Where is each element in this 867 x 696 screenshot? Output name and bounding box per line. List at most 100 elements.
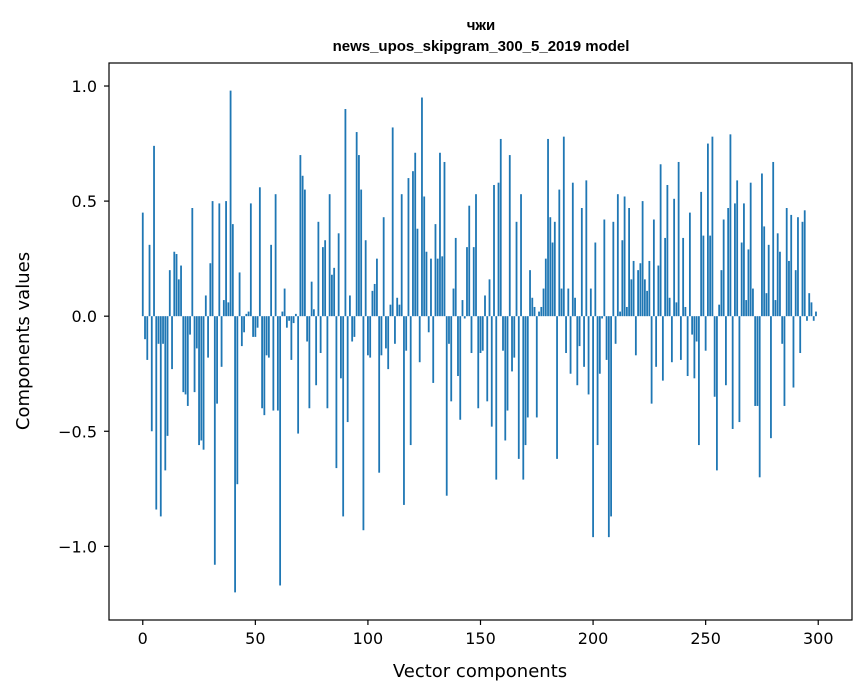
bar-component-134 <box>443 161 446 317</box>
bar-component-255 <box>716 316 718 471</box>
bar-component-281 <box>774 300 777 317</box>
bar-component-272 <box>754 316 757 406</box>
bar-component-286 <box>785 208 788 317</box>
bar-component-131 <box>436 258 439 317</box>
bar-component-57 <box>270 244 273 317</box>
bar-component-234 <box>668 297 671 317</box>
bar-component-1 <box>144 316 146 340</box>
bar-component-178 <box>542 288 545 317</box>
bar-component-148 <box>475 194 477 317</box>
bar-component-128 <box>430 258 432 317</box>
bar-component-9 <box>162 316 164 344</box>
bar-component-156 <box>493 184 495 317</box>
bar-component-287 <box>788 260 790 317</box>
bar-component-294 <box>803 210 806 317</box>
bar-component-26 <box>200 316 203 441</box>
bar-component-143 <box>463 316 466 319</box>
bar-component-122 <box>416 228 419 317</box>
bar-component-69 <box>297 316 300 434</box>
bar-component-225 <box>648 260 651 317</box>
x-tick-label: 100 <box>353 629 384 648</box>
bar-component-289 <box>792 316 795 388</box>
bar-component-167 <box>517 316 520 459</box>
bar-component-151 <box>481 316 484 351</box>
bar-component-104 <box>376 258 378 317</box>
bar-component-136 <box>448 316 450 344</box>
bar-component-152 <box>484 295 486 317</box>
bar-component-231 <box>661 316 664 381</box>
bar-component-191 <box>571 182 574 317</box>
bar-component-197 <box>585 180 588 317</box>
bar-component-115 <box>400 194 403 317</box>
bar-component-256 <box>718 304 721 317</box>
bar-component-123 <box>418 316 421 363</box>
bar-component-283 <box>779 251 781 317</box>
bar-component-107 <box>382 217 385 317</box>
bar-component-260 <box>727 208 730 317</box>
bar-component-292 <box>799 316 802 354</box>
bar-component-90 <box>344 109 347 317</box>
bar-component-72 <box>303 189 306 317</box>
bar-component-44 <box>240 316 243 347</box>
bar-component-40 <box>231 224 234 317</box>
bar-component-200 <box>592 316 594 538</box>
bar-component-196 <box>583 316 585 367</box>
bar-component-237 <box>675 302 678 317</box>
bar-component-17 <box>180 265 182 317</box>
bar-component-155 <box>490 316 493 427</box>
bar-component-68 <box>294 313 297 317</box>
bar-component-23 <box>193 316 196 393</box>
bar-component-77 <box>315 316 318 386</box>
bar-component-103 <box>373 283 376 317</box>
bar-component-38 <box>227 302 230 317</box>
bar-component-150 <box>479 316 482 354</box>
bar-component-271 <box>752 288 754 317</box>
bar-component-81 <box>324 240 327 317</box>
bar-component-174 <box>533 306 536 317</box>
bar-component-162 <box>506 316 509 411</box>
bar-component-37 <box>225 201 227 317</box>
bar-component-198 <box>587 316 590 395</box>
bar-component-180 <box>547 138 549 317</box>
bar-component-241 <box>684 306 687 317</box>
bar-component-19 <box>184 316 187 395</box>
bar-component-50 <box>254 316 257 337</box>
x-tick-label: 300 <box>803 629 834 648</box>
bar-component-27 <box>202 316 205 450</box>
bar-component-48 <box>249 203 252 317</box>
bar-component-76 <box>312 309 315 317</box>
bar-component-210 <box>614 316 617 344</box>
bar-component-220 <box>637 270 640 317</box>
bar-component-282 <box>776 233 779 317</box>
bar-component-159 <box>499 138 502 317</box>
bar-component-183 <box>553 221 556 317</box>
bar-component-127 <box>427 316 430 333</box>
bar-component-175 <box>535 316 538 418</box>
bar-component-245 <box>693 316 696 379</box>
bar-component-63 <box>283 288 286 317</box>
bar-component-82 <box>326 316 329 409</box>
bar-component-298 <box>812 316 815 321</box>
bar-component-105 <box>378 316 381 473</box>
bar-component-208 <box>610 316 612 517</box>
bar-component-251 <box>707 143 709 317</box>
bar-component-70 <box>299 155 302 317</box>
bar-component-230 <box>659 164 662 317</box>
x-tick-label: 50 <box>245 629 265 648</box>
bar-component-147 <box>472 247 475 317</box>
bar-component-247 <box>698 316 700 446</box>
bar-component-18 <box>182 316 185 393</box>
bar-component-213 <box>621 240 624 317</box>
bar-component-176 <box>538 311 540 317</box>
y-tick-label: 1.0 <box>72 77 97 96</box>
bar-component-157 <box>495 316 498 480</box>
bar-component-35 <box>220 316 223 367</box>
bar-component-291 <box>797 217 799 317</box>
bar-component-268 <box>745 300 748 317</box>
bar-component-211 <box>616 194 619 317</box>
bar-component-13 <box>171 316 173 370</box>
bar-component-236 <box>673 198 676 317</box>
bar-component-95 <box>355 132 358 317</box>
bar-component-188 <box>565 316 567 354</box>
bar-component-60 <box>276 316 279 411</box>
